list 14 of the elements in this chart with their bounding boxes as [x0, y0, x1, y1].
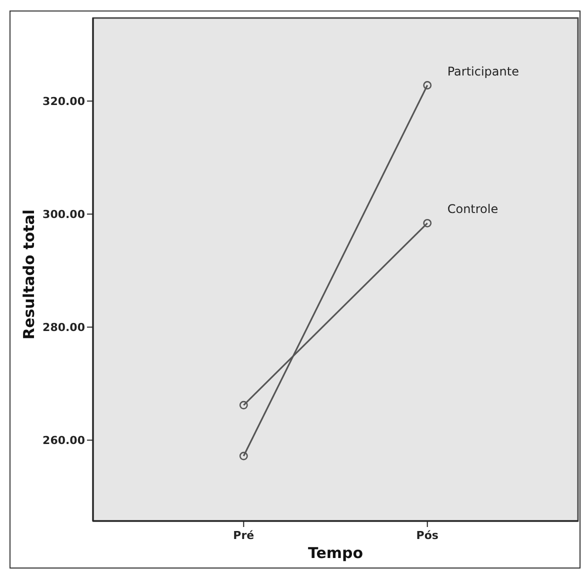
y-axis-title: Resultado total	[20, 210, 38, 340]
y-tick-label: 300.00	[42, 208, 86, 221]
y-tick-label: 320.00	[42, 94, 86, 108]
point	[239, 452, 248, 460]
series-label: Controle	[447, 202, 498, 216]
point	[423, 81, 432, 90]
y-tick-label: 260.00	[42, 434, 86, 448]
x-axis-title: Tempo	[308, 544, 364, 562]
x-tick-label: Pós	[416, 529, 439, 542]
y-tick-label: 280.00	[42, 320, 86, 334]
point	[423, 218, 432, 228]
series-label: Participante	[447, 64, 519, 78]
x-tick-label: Pré	[233, 529, 254, 542]
point	[239, 400, 248, 410]
